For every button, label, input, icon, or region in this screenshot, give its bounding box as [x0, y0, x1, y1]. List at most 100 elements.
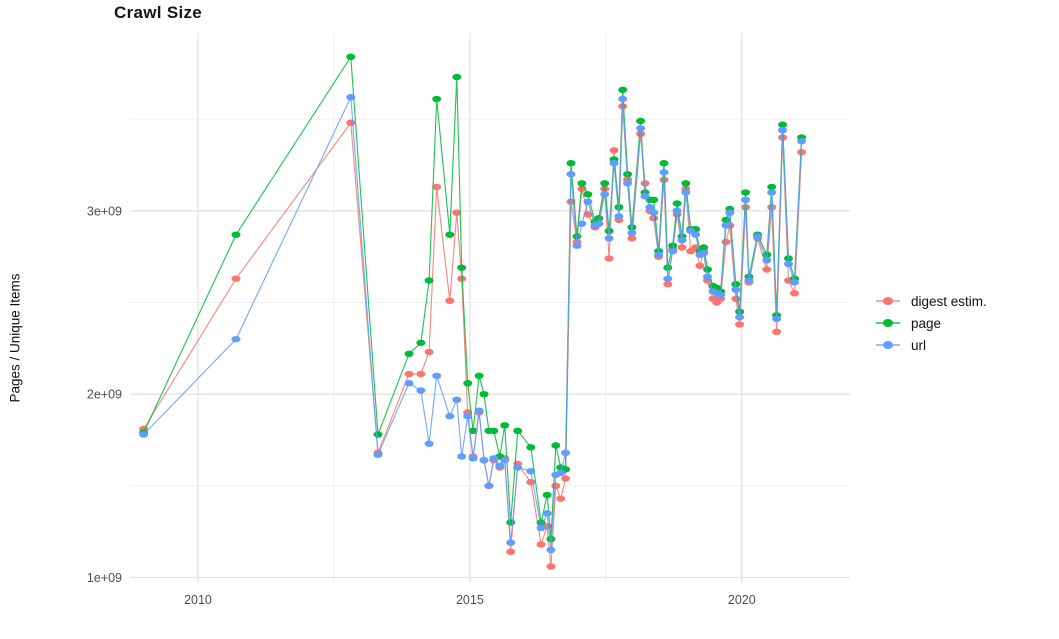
- data-point-url: [373, 451, 383, 458]
- data-point-page: [551, 442, 561, 449]
- data-point-page: [404, 350, 414, 357]
- data-point-url: [772, 315, 782, 323]
- data-point-url: [500, 457, 510, 464]
- data-point-url: [561, 449, 571, 456]
- data-point-page: [432, 95, 442, 103]
- data-point-url: [457, 453, 467, 460]
- data-point-url: [474, 407, 484, 414]
- data-point-url: [566, 171, 576, 178]
- data-point-page: [672, 200, 682, 207]
- data-point-page: [699, 244, 709, 251]
- data-point-url: [536, 524, 546, 532]
- data-point-digest-estim: [452, 209, 462, 216]
- data-point-url: [594, 220, 604, 227]
- data-point-url: [139, 431, 149, 438]
- legend-key-dot: [883, 297, 893, 305]
- data-point-digest-estim: [526, 479, 536, 486]
- data-point-url: [725, 209, 735, 216]
- data-point-url: [432, 372, 442, 379]
- data-point-digest-estim: [556, 495, 566, 502]
- data-point-url: [572, 242, 582, 249]
- data-point-url: [463, 413, 473, 420]
- data-point-url: [654, 251, 664, 258]
- data-point-page: [489, 427, 499, 434]
- data-point-page: [373, 431, 383, 438]
- data-point-page: [513, 427, 523, 434]
- data-point-page: [721, 216, 731, 224]
- data-point-page: [572, 233, 582, 240]
- data-point-url: [703, 273, 712, 280]
- data-point-digest-estim: [721, 238, 731, 246]
- data-point-url: [753, 233, 763, 240]
- data-point-url: [691, 231, 701, 238]
- data-point-page: [479, 391, 489, 398]
- data-point-page: [681, 180, 691, 187]
- data-point-url: [778, 127, 788, 134]
- legend-key-url-icon: [876, 339, 900, 351]
- data-point-digest-estim: [609, 147, 619, 154]
- data-point-page: [445, 231, 455, 238]
- data-point-page: [767, 183, 777, 191]
- y-tick-label: 3e+09: [87, 204, 122, 218]
- legend-key-dot: [883, 319, 893, 327]
- data-point-page: [452, 73, 462, 81]
- data-point-digest-estim: [790, 290, 799, 297]
- data-point-page: [636, 117, 646, 125]
- legend-key-page-icon: [876, 317, 900, 329]
- data-point-page: [618, 86, 628, 94]
- data-point-url: [767, 189, 777, 196]
- legend-item-page: page: [876, 312, 987, 334]
- data-point-digest-estim: [627, 235, 637, 242]
- data-point-page: [594, 215, 604, 222]
- data-point-url: [526, 468, 536, 475]
- data-point-url: [677, 237, 687, 244]
- data-point-digest-estim: [546, 563, 556, 570]
- x-tick-label: 2015: [456, 593, 484, 607]
- legend-item-digest-estim: digest estim.: [876, 290, 987, 312]
- data-point-page: [583, 191, 593, 198]
- data-point-digest-estim: [424, 348, 434, 356]
- data-point-url: [659, 169, 669, 176]
- data-point-url: [506, 539, 516, 546]
- legend-label: page: [911, 315, 942, 331]
- y-axis-title: Pages / Unique Items: [7, 273, 23, 403]
- data-point-digest-estim: [561, 475, 571, 482]
- data-point-page: [463, 380, 473, 387]
- data-point-page: [474, 372, 484, 379]
- series-line-url: [143, 96, 803, 551]
- data-point-digest-estim: [583, 211, 593, 218]
- data-point-url: [489, 455, 499, 462]
- data-point-url: [618, 95, 628, 103]
- legend-key-dot: [883, 341, 893, 349]
- data-point-page: [659, 160, 669, 167]
- data-point-url: [649, 209, 659, 216]
- data-point-url: [716, 292, 726, 299]
- data-point-page: [468, 427, 478, 434]
- data-point-page: [778, 121, 788, 128]
- data-point-url: [231, 336, 241, 343]
- data-point-url: [663, 275, 673, 282]
- data-point-url: [484, 482, 494, 489]
- data-point-page: [703, 266, 712, 273]
- data-point-url: [640, 193, 650, 200]
- data-point-digest-estim: [432, 183, 442, 191]
- data-point-url: [452, 396, 462, 403]
- data-point-digest-estim: [506, 548, 516, 555]
- data-point-url: [614, 213, 624, 220]
- data-point-url: [645, 204, 655, 211]
- data-point-url: [797, 138, 807, 145]
- data-point-url: [495, 462, 505, 469]
- legend: digest estim. page url: [876, 290, 987, 356]
- data-point-url: [583, 198, 593, 205]
- data-point-url: [346, 94, 356, 101]
- data-point-page: [416, 339, 426, 346]
- data-point-url: [721, 222, 731, 229]
- data-point-digest-estim: [536, 541, 546, 548]
- data-point-url: [424, 440, 434, 447]
- legend-label: digest estim.: [911, 293, 987, 309]
- data-point-url: [468, 455, 478, 462]
- data-point-page: [457, 264, 467, 271]
- data-point-url: [513, 464, 523, 471]
